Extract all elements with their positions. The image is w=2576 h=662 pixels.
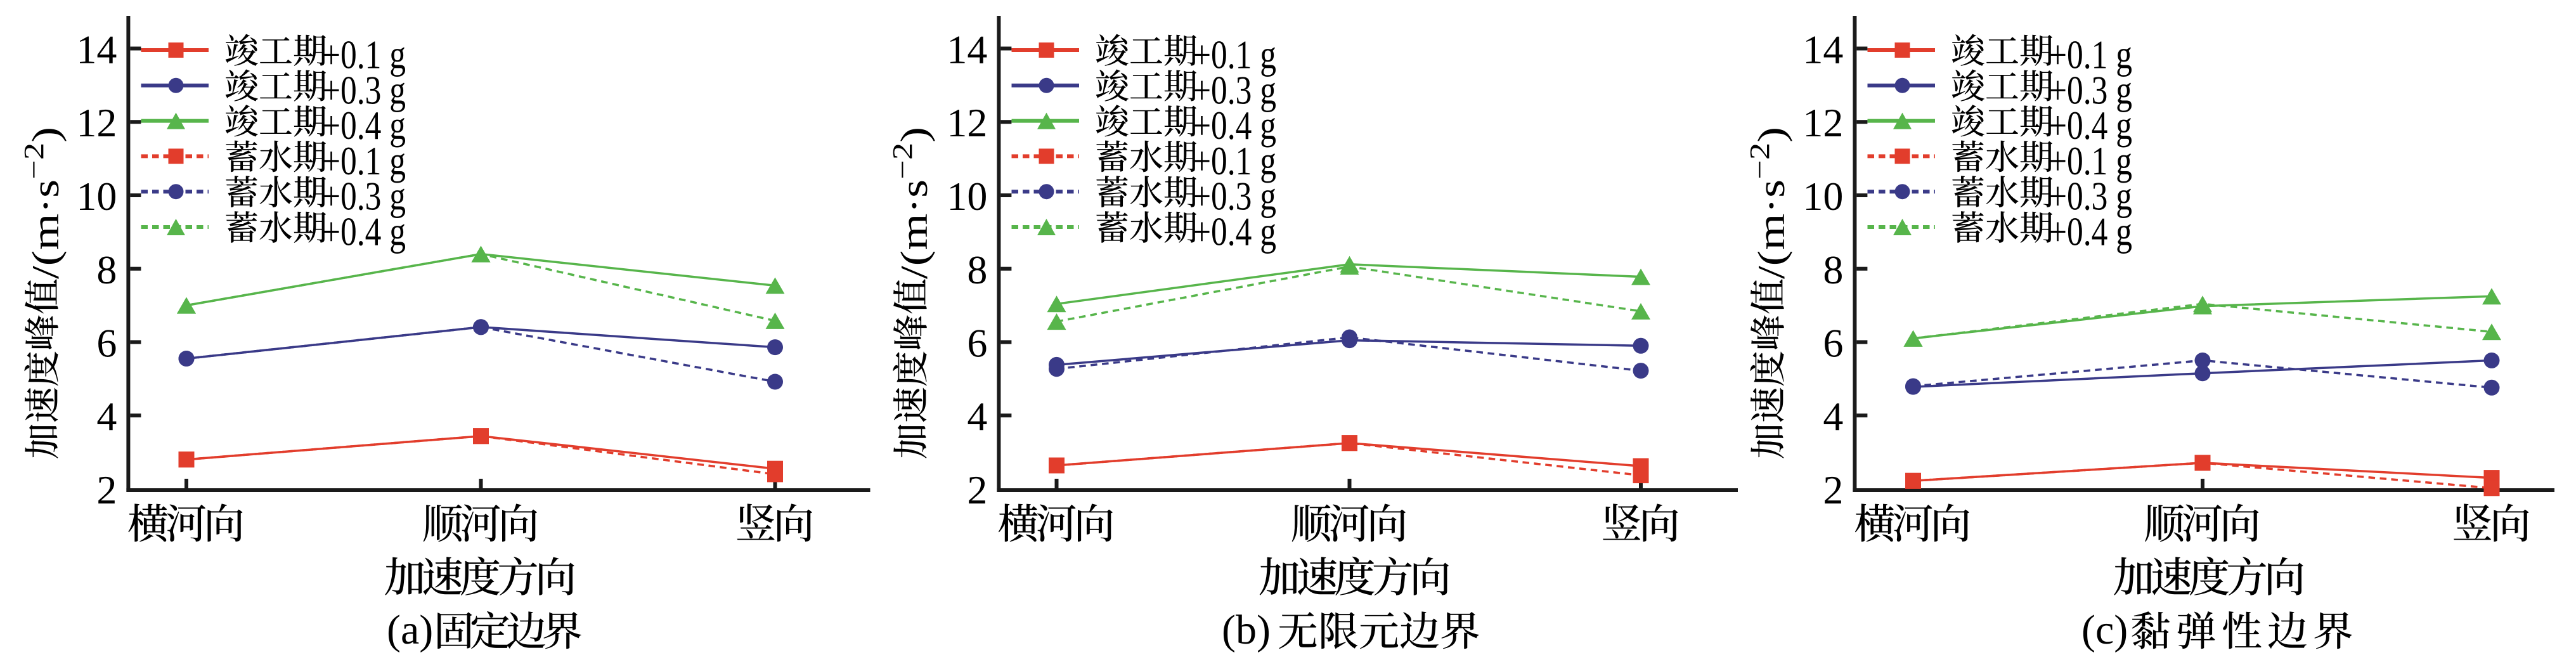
svg-text:12: 12: [947, 100, 987, 145]
svg-text:6: 6: [1823, 321, 1843, 366]
svg-text:+0.4 g: +0.4 g: [1193, 103, 1276, 148]
svg-text:10: 10: [947, 174, 987, 219]
svg-text:8: 8: [1823, 247, 1843, 292]
svg-text:+0.1 g: +0.1 g: [2049, 33, 2132, 77]
svg-text:14: 14: [76, 27, 117, 72]
svg-text:+0.1 g: +0.1 g: [1193, 139, 1276, 183]
svg-text:2: 2: [96, 467, 117, 512]
svg-text:+0.1 g: +0.1 g: [322, 33, 406, 77]
svg-text:+0.4 g: +0.4 g: [2049, 103, 2132, 148]
svg-text:10: 10: [1803, 174, 1843, 219]
svg-text:4: 4: [96, 394, 117, 439]
svg-text:+0.3 g: +0.3 g: [322, 68, 406, 112]
svg-text:14: 14: [1803, 27, 1843, 72]
svg-text:8: 8: [967, 247, 987, 292]
svg-text:4: 4: [1823, 394, 1843, 439]
svg-text:2: 2: [1823, 467, 1843, 512]
svg-text:+0.1 g: +0.1 g: [1193, 33, 1276, 77]
svg-text:4: 4: [967, 394, 987, 439]
svg-text:6: 6: [967, 321, 987, 366]
svg-text:6: 6: [96, 321, 117, 366]
svg-text:+0.4 g: +0.4 g: [322, 210, 406, 254]
svg-text:10: 10: [76, 174, 117, 219]
svg-text:12: 12: [1803, 100, 1843, 145]
svg-text:8: 8: [96, 247, 117, 292]
svg-text:12: 12: [76, 100, 117, 145]
svg-text:2: 2: [967, 467, 987, 512]
svg-text:+0.3 g: +0.3 g: [1193, 174, 1276, 219]
svg-text:+0.3 g: +0.3 g: [2049, 174, 2132, 219]
svg-text:+0.4 g: +0.4 g: [2049, 210, 2132, 254]
svg-text:+0.3 g: +0.3 g: [1193, 68, 1276, 112]
svg-text:14: 14: [947, 27, 987, 72]
svg-text:+0.4 g: +0.4 g: [322, 103, 406, 148]
svg-text:+0.4 g: +0.4 g: [1193, 210, 1276, 254]
svg-text:(b): (b): [1222, 607, 1271, 653]
svg-text:(a): (a): [387, 607, 433, 653]
svg-text:+0.3 g: +0.3 g: [2049, 68, 2132, 112]
svg-text:+0.1 g: +0.1 g: [322, 139, 406, 183]
svg-text:(c): (c): [2081, 607, 2128, 653]
svg-text:+0.1 g: +0.1 g: [2049, 139, 2132, 183]
svg-text:+0.3 g: +0.3 g: [322, 174, 406, 219]
